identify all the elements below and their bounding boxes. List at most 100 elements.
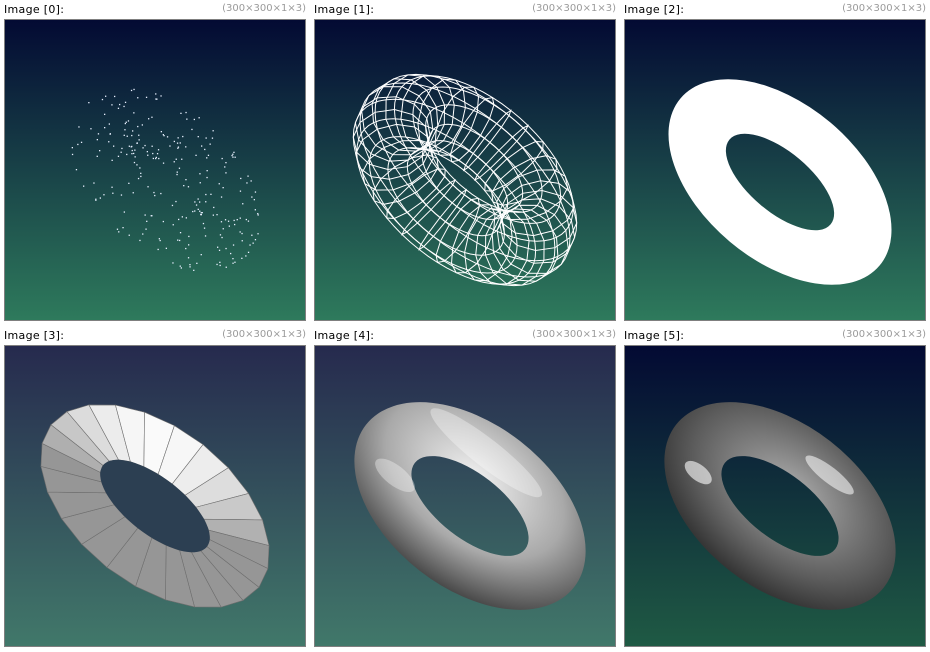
torus-point — [128, 234, 130, 236]
torus-point — [104, 127, 106, 129]
image-canvas-points[interactable] — [4, 19, 306, 321]
torus-point — [216, 263, 218, 266]
torus-point — [126, 153, 128, 156]
wire-parallel — [406, 148, 502, 237]
torus-point — [157, 248, 159, 251]
image-canvas-wireframe[interactable] — [314, 19, 616, 321]
image-panel-0: Image [0]: (300×300×1×3) — [4, 0, 306, 324]
torus-point — [257, 233, 259, 235]
torus-point — [78, 126, 80, 128]
torus-point — [199, 210, 201, 212]
torus-point — [163, 135, 165, 137]
torus-point — [225, 172, 227, 174]
torus-point — [205, 137, 207, 139]
torus-point — [254, 239, 257, 241]
torus-point — [194, 210, 196, 212]
torus-point — [124, 101, 127, 103]
image-dimensions: (300×300×1×3) — [222, 329, 306, 340]
wire-parallel — [428, 123, 524, 212]
torus-point — [155, 156, 157, 159]
torus-point — [95, 198, 97, 200]
torus-point — [216, 214, 218, 216]
torus-point — [177, 146, 180, 148]
torus-point — [137, 97, 139, 99]
torus-point — [201, 212, 203, 214]
image-label: Image [3]: — [4, 329, 65, 342]
torus-point — [197, 208, 199, 210]
torus-point — [131, 149, 133, 152]
torus-point — [124, 129, 126, 131]
torus-point — [134, 149, 136, 151]
torus-point — [139, 167, 141, 169]
torus-point — [142, 147, 144, 149]
image-header: Image [1]: (300×300×1×3) — [314, 0, 616, 18]
torus-point — [257, 214, 259, 216]
torus-smooth-shaded — [315, 346, 615, 646]
image-canvas-silhouette[interactable] — [624, 19, 926, 321]
wire-parallel — [374, 73, 578, 262]
wire-parallel — [421, 140, 509, 220]
torus-point — [99, 150, 101, 152]
torus-point — [207, 154, 210, 156]
torus-point — [114, 95, 116, 98]
torus-point — [205, 193, 207, 196]
torus-point — [123, 105, 125, 108]
torus-point — [123, 134, 125, 136]
torus-point — [185, 179, 187, 181]
torus-point — [95, 199, 97, 201]
torus-point — [202, 222, 205, 225]
torus-point — [245, 255, 247, 257]
torus-point — [152, 152, 154, 155]
torus-point — [245, 218, 247, 221]
torus-point — [218, 249, 221, 251]
torus-point — [71, 153, 74, 156]
wire-parallel — [356, 118, 537, 285]
torus-point — [212, 214, 214, 216]
torus-point — [199, 173, 201, 175]
torus-point — [188, 244, 190, 246]
torus-point — [179, 232, 182, 234]
torus-point — [217, 246, 219, 248]
image-canvas-flat[interactable] — [4, 345, 306, 647]
torus-point — [181, 158, 183, 160]
torus-point — [232, 244, 235, 246]
wire-parallel — [393, 75, 574, 242]
torus-point — [192, 210, 194, 213]
image-canvas-phong[interactable] — [624, 345, 926, 647]
torus-point — [189, 264, 191, 266]
torus-point — [172, 224, 174, 226]
torus-point — [144, 214, 146, 216]
torus-point — [151, 215, 153, 217]
image-canvas-gouraud[interactable] — [314, 345, 616, 647]
image-dimensions: (300×300×1×3) — [532, 329, 616, 340]
torus-point — [132, 130, 134, 132]
torus-point — [153, 191, 155, 194]
torus-point — [80, 141, 83, 143]
torus-point — [218, 183, 220, 185]
torus-silhouette — [625, 20, 925, 320]
torus-point — [134, 156, 136, 158]
torus-point — [206, 157, 208, 159]
torus-point — [200, 213, 202, 216]
torus-point — [175, 158, 177, 160]
torus-point — [147, 154, 149, 156]
torus-point — [213, 206, 215, 209]
torus-point — [185, 111, 187, 114]
torus-point — [249, 244, 251, 246]
torus-point — [179, 265, 181, 267]
torus-point — [75, 169, 78, 171]
image-label: Image [4]: — [314, 329, 375, 342]
torus-point — [185, 146, 187, 148]
image-dimensions: (300×300×1×3) — [842, 3, 926, 14]
torus-point — [234, 223, 236, 226]
torus-point — [187, 257, 190, 259]
torus-point — [117, 107, 120, 109]
torus-point — [133, 161, 136, 164]
torus-point — [117, 155, 120, 157]
torus-point — [175, 200, 177, 203]
torus-point — [112, 192, 114, 194]
torus-point — [205, 201, 207, 203]
torus-point — [142, 233, 144, 235]
torus-point — [221, 236, 223, 239]
torus-point — [173, 140, 175, 143]
